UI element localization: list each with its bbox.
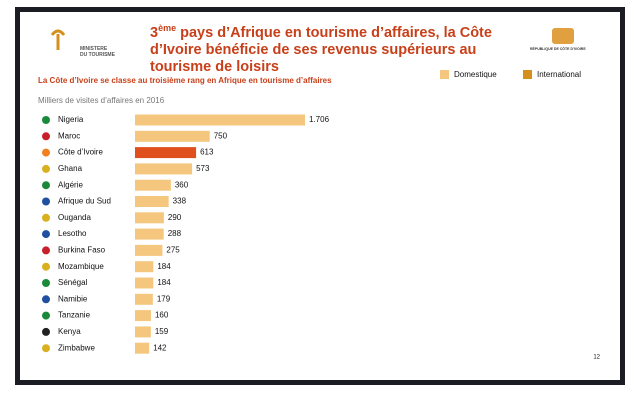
category-label: Kenya bbox=[58, 327, 81, 336]
flag-icon bbox=[42, 279, 50, 287]
value-label: 184 bbox=[157, 262, 171, 271]
bar bbox=[135, 130, 210, 142]
category-label: Namibie bbox=[58, 294, 88, 303]
legend-swatch bbox=[523, 70, 532, 79]
category-label: Zimbabwe bbox=[58, 343, 95, 352]
value-label: 142 bbox=[153, 343, 167, 352]
bar bbox=[135, 310, 151, 322]
bar bbox=[135, 228, 164, 240]
title-sup: ème bbox=[158, 23, 177, 33]
flag-icon bbox=[42, 327, 50, 336]
category-label: Algérie bbox=[58, 180, 83, 189]
logo: MINISTERE DU TOURISME bbox=[80, 46, 115, 58]
category-label: Sénégal bbox=[58, 278, 88, 287]
category-label: Lesotho bbox=[58, 229, 87, 238]
bar bbox=[135, 342, 150, 354]
bar bbox=[135, 114, 305, 126]
flag-icon bbox=[42, 262, 50, 271]
bar bbox=[135, 163, 193, 175]
category-label: Nigeria bbox=[58, 115, 84, 124]
bar bbox=[135, 244, 163, 256]
category-label: Tanzanie bbox=[58, 311, 91, 320]
value-label: 750 bbox=[214, 131, 228, 140]
category-label: Mozambique bbox=[58, 262, 104, 271]
flag-icon bbox=[42, 148, 50, 157]
value-label: 288 bbox=[168, 229, 182, 238]
value-label: 338 bbox=[173, 197, 187, 206]
value-label: 160 bbox=[155, 311, 169, 320]
logo-text: MINISTERE bbox=[80, 46, 108, 52]
category-label: Maroc bbox=[58, 131, 80, 140]
emblem-icon bbox=[552, 28, 574, 44]
value-label: 290 bbox=[168, 213, 182, 222]
subtitle: La Côte d’Ivoire se classe au troisième … bbox=[38, 76, 332, 85]
bar bbox=[135, 326, 151, 338]
bar bbox=[135, 179, 171, 191]
legend-label: Domestique bbox=[454, 70, 497, 79]
flag-icon bbox=[42, 197, 50, 206]
logo-mark bbox=[50, 29, 66, 50]
flag-icon bbox=[42, 311, 50, 320]
flag-icon bbox=[42, 295, 50, 304]
title-number: 3 bbox=[150, 24, 159, 41]
emblem: RÉPUBLIQUE DE CÔTE D'IVOIRE bbox=[530, 28, 600, 51]
title: 3ème pays d’Afrique en tourisme d’affair… bbox=[150, 20, 510, 76]
flag-icon bbox=[42, 181, 50, 190]
legend-swatch bbox=[440, 70, 449, 79]
value-label: 1.706 bbox=[309, 115, 330, 124]
category-label: Ouganda bbox=[58, 213, 91, 222]
category-label: Côte d’Ivoire bbox=[58, 148, 103, 157]
logo-text: DU TOURISME bbox=[80, 52, 115, 58]
flag-icon bbox=[42, 230, 50, 239]
bar bbox=[135, 293, 153, 305]
legend-label: International bbox=[537, 70, 581, 79]
flag-icon bbox=[42, 344, 50, 353]
value-label: 360 bbox=[175, 180, 189, 189]
category-label: Burkina Faso bbox=[58, 246, 106, 255]
bar bbox=[135, 277, 154, 289]
logo-icon bbox=[50, 29, 66, 50]
bar bbox=[135, 196, 169, 207]
value-label: 613 bbox=[200, 148, 214, 157]
page-number: 12 bbox=[593, 355, 600, 361]
emblem-text: RÉPUBLIQUE DE CÔTE D'IVOIRE bbox=[530, 47, 586, 51]
note: Milliers de visites d’affaires en 2016 bbox=[38, 96, 165, 105]
bar bbox=[135, 261, 154, 273]
value-label: 275 bbox=[166, 246, 180, 255]
flag-icon bbox=[42, 132, 50, 141]
value-label: 573 bbox=[196, 164, 210, 173]
category-label: Afrique du Sud bbox=[58, 197, 111, 206]
bar bbox=[135, 212, 164, 224]
flag-icon bbox=[42, 116, 50, 124]
flag-icon bbox=[42, 213, 50, 222]
value-label: 159 bbox=[155, 327, 169, 336]
flag-icon bbox=[42, 164, 50, 173]
title-text: pays d’Afrique en tourisme d’affaires, l… bbox=[150, 24, 492, 75]
value-label: 179 bbox=[157, 294, 171, 303]
value-label: 184 bbox=[157, 278, 171, 287]
category-label: Ghana bbox=[58, 164, 83, 173]
bar bbox=[135, 147, 197, 159]
flag-icon bbox=[42, 246, 50, 255]
